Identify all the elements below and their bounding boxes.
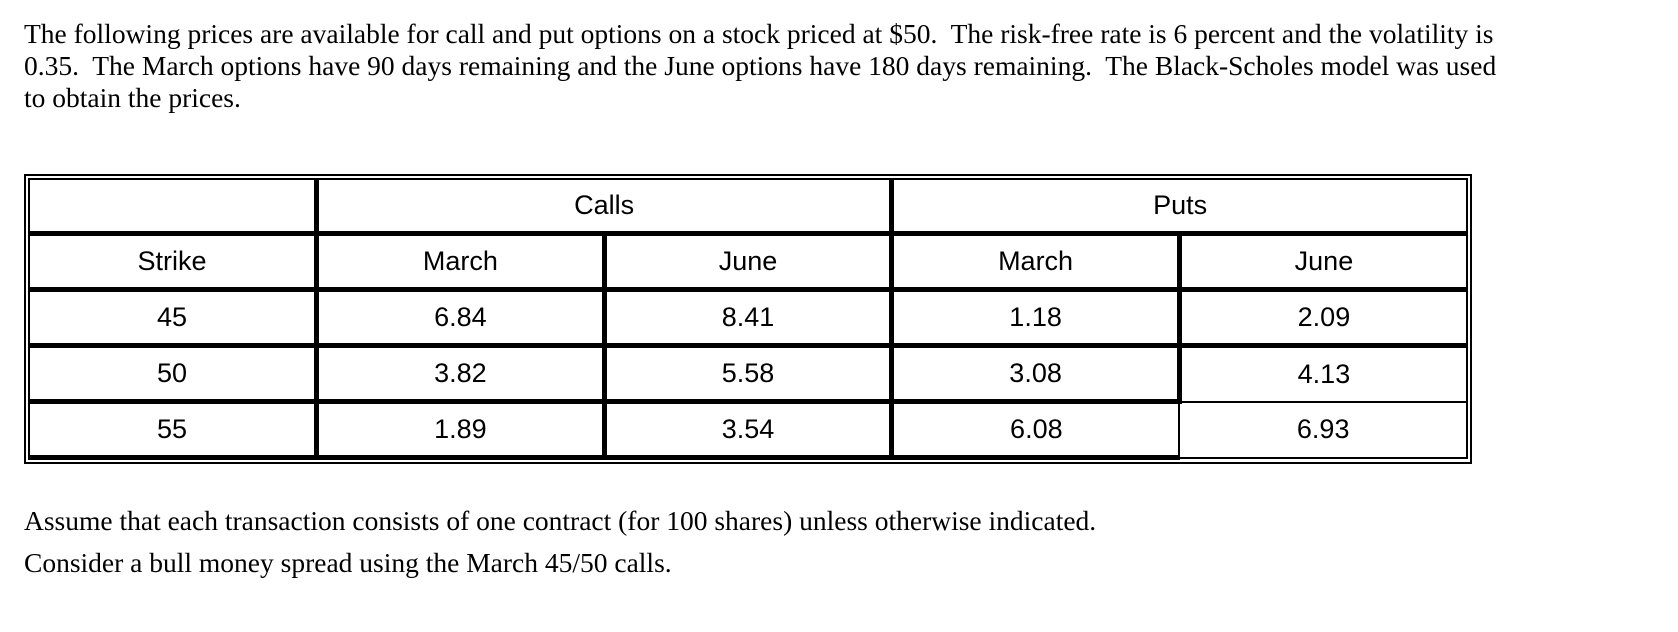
- table-row: 45 6.84 8.41 1.18 2.09: [28, 287, 1468, 348]
- calls-group-header: Calls: [314, 178, 895, 236]
- corner-cell: [28, 178, 320, 236]
- strike-cell: 50: [28, 343, 320, 404]
- price-cell-june-put: 2.09: [1176, 287, 1468, 348]
- options-price-table: Calls Puts Strike March June March June …: [24, 174, 1472, 464]
- price-cell-march-call: 6.84: [314, 287, 607, 348]
- march-calls-header: March: [314, 231, 607, 292]
- intro-line: to obtain the prices.: [24, 82, 241, 113]
- column-header-row: Strike March June March June: [28, 231, 1468, 292]
- table-row: 55 1.89 3.54 6.08 6.93: [28, 399, 1468, 460]
- consider-note: Consider a bull money spread using the M…: [24, 547, 672, 578]
- intro-line: The following prices are available for c…: [24, 18, 1494, 49]
- price-cell-june-put: 4.13: [1176, 343, 1468, 403]
- price-cell-march-call: 1.89: [314, 399, 607, 460]
- price-cell-march-call: 3.82: [314, 343, 607, 404]
- strike-header: Strike: [28, 231, 320, 292]
- march-puts-header: March: [889, 231, 1182, 292]
- options-table: Calls Puts Strike March June March June …: [28, 178, 1469, 460]
- price-cell-june-put: 6.93: [1178, 400, 1468, 459]
- price-cell-june-call: 5.58: [601, 343, 895, 404]
- june-calls-header: June: [601, 231, 895, 292]
- intro-line: 0.35. The March options have 90 days rem…: [24, 50, 1497, 81]
- strike-cell: 55: [28, 399, 320, 460]
- puts-group-header: Puts: [889, 178, 1469, 236]
- price-cell-march-put: 3.08: [889, 343, 1182, 404]
- table-row: 50 3.82 5.58 3.08 4.13: [28, 343, 1468, 404]
- price-cell-june-call: 3.54: [601, 399, 895, 460]
- strike-cell: 45: [28, 287, 320, 348]
- assume-note: Assume that each transaction consists of…: [24, 505, 1097, 536]
- intro-paragraph: The following prices are available for c…: [24, 18, 1648, 114]
- price-cell-june-call: 8.41: [601, 287, 895, 348]
- price-cell-march-put: 6.08: [889, 399, 1181, 460]
- price-cell-march-put: 1.18: [889, 287, 1182, 348]
- june-puts-header: June: [1176, 231, 1468, 292]
- group-header-row: Calls Puts: [28, 178, 1469, 236]
